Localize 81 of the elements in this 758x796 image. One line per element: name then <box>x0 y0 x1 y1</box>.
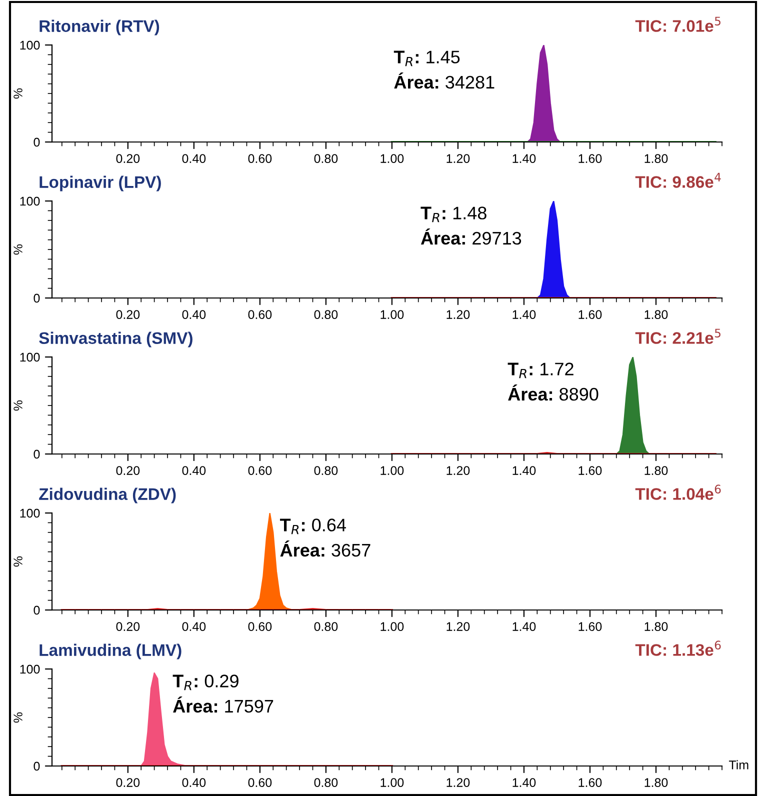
y-axis-title: % <box>14 400 22 411</box>
y-tick-label: 100 <box>20 352 40 362</box>
y-tick-label: 0 <box>34 138 40 147</box>
chart-subtitle: TIC: 9.86e$^{4}$ <box>635 172 721 188</box>
x-tick-label: 1.00 <box>380 622 404 631</box>
x-tick-label: 0.40 <box>182 778 206 787</box>
x-tick-label: 0.20 <box>116 778 140 787</box>
x-tick-label: 1.80 <box>644 778 668 787</box>
x-tick-label: 1.60 <box>578 154 602 163</box>
x-tick-label: 1.00 <box>380 310 404 319</box>
chart-subtitle: TIC: 1.13e$^{6}$ <box>635 640 721 656</box>
x-tick-label: 1.20 <box>446 778 470 787</box>
x-tick-label: 0.80 <box>314 466 338 475</box>
x-tick-label: 1.20 <box>446 310 470 319</box>
chart-title: Zidovudina (ZDV) <box>39 488 176 504</box>
x-tick-label: 0.80 <box>314 622 338 631</box>
x-tick-label: 1.40 <box>512 310 536 319</box>
x-tick-label: 1.20 <box>446 622 470 631</box>
x-tick-label: 0.40 <box>182 154 206 163</box>
chart-subtitle: TIC: 1.04e$^{6}$ <box>635 484 721 500</box>
x-tick-label: 1.60 <box>578 310 602 319</box>
chart-title: Simvastatina (SMV) <box>39 332 192 348</box>
x-tick-label: 1.00 <box>380 778 404 787</box>
y-tick-label: 0 <box>34 606 40 615</box>
y-axis-title: % <box>14 88 22 99</box>
x-tick-label: 0.40 <box>182 622 206 631</box>
annotation: T$_{R}$: 1.48 <box>420 206 486 222</box>
annotation: Área: 8890 <box>508 384 598 401</box>
x-tick-label: 0.60 <box>248 622 272 631</box>
x-tick-label: 0.80 <box>314 778 338 787</box>
x-tick-label: 1.20 <box>446 154 470 163</box>
y-tick-label: 0 <box>34 294 40 303</box>
annotation: T$_{R}$: 1.72 <box>508 362 574 378</box>
annotation: Área: 29713 <box>420 228 522 245</box>
x-tick-label: 1.60 <box>578 466 602 475</box>
x-tick-label: 1.40 <box>512 154 536 163</box>
annotation: Área: 34281 <box>394 72 494 89</box>
x-tick-label: 0.20 <box>116 154 140 163</box>
x-tick-label: 0.60 <box>248 154 272 163</box>
x-tick-label: 0.20 <box>116 466 140 475</box>
chart-title: Lamivudina (LMV) <box>40 644 182 660</box>
y-tick-label: 0 <box>34 450 40 459</box>
x-tick-label: 1.20 <box>446 466 470 475</box>
x-tick-label: 0.60 <box>248 466 272 475</box>
x-tick-label: 1.00 <box>380 466 404 475</box>
y-tick-label: 0 <box>34 762 40 771</box>
x-tick-label: 1.60 <box>578 622 602 631</box>
x-tick-label: 1.40 <box>512 622 536 631</box>
y-tick-label: 100 <box>20 508 40 518</box>
annotation: T$_{R}$: 0.29 <box>172 674 238 690</box>
x-tick-label: 0.80 <box>314 154 338 163</box>
y-axis-title: % <box>14 244 22 255</box>
x-tick-label: 1.80 <box>644 622 668 631</box>
x-axis-title: Tim <box>728 760 748 770</box>
x-tick-label: 0.80 <box>314 310 338 319</box>
x-tick-label: 0.20 <box>116 310 140 319</box>
y-axis-title: % <box>14 712 22 723</box>
x-tick-label: 1.80 <box>644 154 668 163</box>
y-axis-title: % <box>14 556 22 567</box>
chart-title: Ritonavir (RTV) <box>40 20 160 36</box>
annotation: T$_{R}$: 1.45 <box>394 50 460 66</box>
annotation: T$_{R}$: 0.64 <box>280 518 346 534</box>
x-tick-label: 0.40 <box>182 466 206 475</box>
x-tick-label: 0.40 <box>182 310 206 319</box>
x-tick-label: 1.80 <box>644 310 668 319</box>
y-tick-label: 100 <box>20 196 40 206</box>
x-tick-label: 1.80 <box>644 466 668 475</box>
x-tick-label: 1.40 <box>512 778 536 787</box>
x-tick-label: 1.00 <box>380 154 404 163</box>
chart-subtitle: TIC: 7.01e$^{5}$ <box>635 16 720 32</box>
y-tick-label: 100 <box>20 40 40 50</box>
x-tick-label: 0.60 <box>248 778 272 787</box>
annotation: Área: 3657 <box>280 540 370 557</box>
x-tick-label: 0.20 <box>116 622 140 631</box>
annotation: Área: 17597 <box>173 696 274 713</box>
x-tick-label: 1.60 <box>578 778 602 787</box>
y-tick-label: 100 <box>20 664 40 674</box>
x-tick-label: 1.40 <box>512 466 536 475</box>
chart-subtitle: TIC: 2.21e$^{5}$ <box>635 328 720 344</box>
chart-title: Lopinavir (LPV) <box>40 176 161 192</box>
x-tick-label: 0.60 <box>248 310 272 319</box>
